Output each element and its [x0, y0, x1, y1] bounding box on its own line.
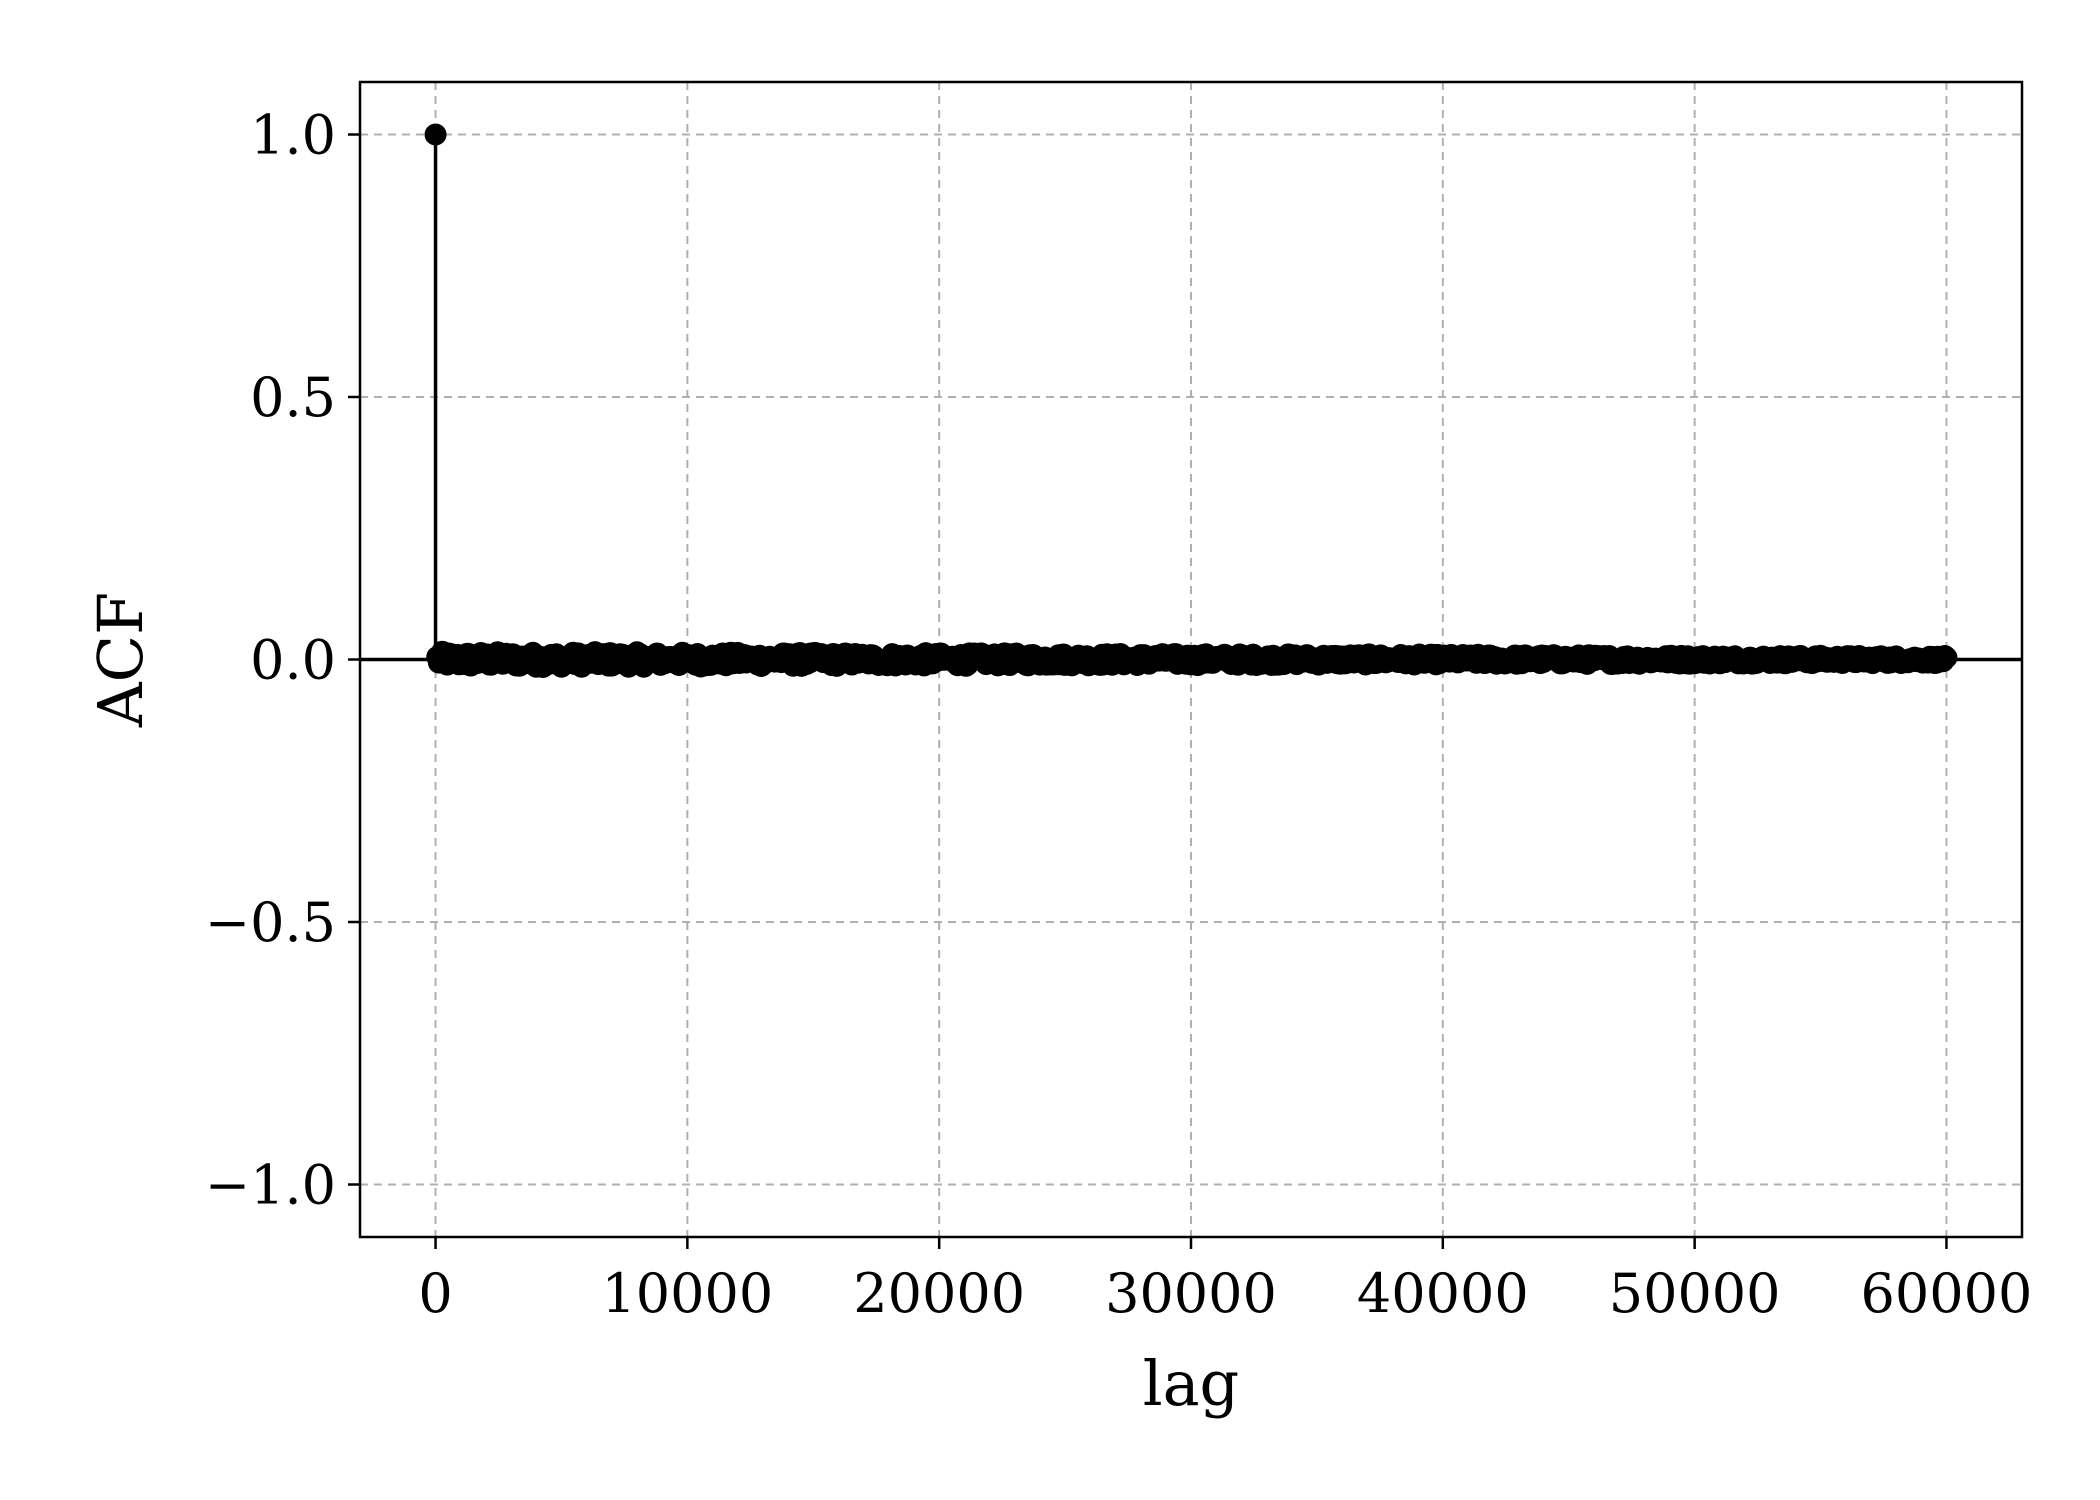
y-tick-label-1: −0.5 — [205, 891, 336, 954]
acf-marker-noise — [1935, 646, 1958, 669]
y-tick-label-0: −1.0 — [205, 1154, 336, 1217]
acf-marker-0 — [424, 123, 447, 146]
x-tick-label-3: 30000 — [1105, 1262, 1277, 1325]
x-axis-ticks: 0 10000 20000 30000 40000 50000 60000 — [418, 1237, 2032, 1325]
y-axis-label: ACF — [84, 592, 157, 728]
y-tick-label-3: 0.5 — [250, 366, 336, 429]
x-tick-label-5: 50000 — [1609, 1262, 1781, 1325]
x-tick-label-6: 60000 — [1861, 1262, 2033, 1325]
x-tick-label-1: 10000 — [601, 1262, 773, 1325]
y-tick-label-4: 1.0 — [250, 104, 336, 167]
y-axis-ticks: −1.0 −0.5 0.0 0.5 1.0 — [205, 104, 360, 1217]
acf-stems — [424, 123, 447, 660]
x-axis-label: lag — [1143, 1347, 1239, 1420]
x-tick-label-2: 20000 — [853, 1262, 1025, 1325]
x-tick-label-4: 40000 — [1357, 1262, 1529, 1325]
x-tick-label-0: 0 — [418, 1262, 452, 1325]
y-tick-label-2: 0.0 — [250, 629, 336, 692]
